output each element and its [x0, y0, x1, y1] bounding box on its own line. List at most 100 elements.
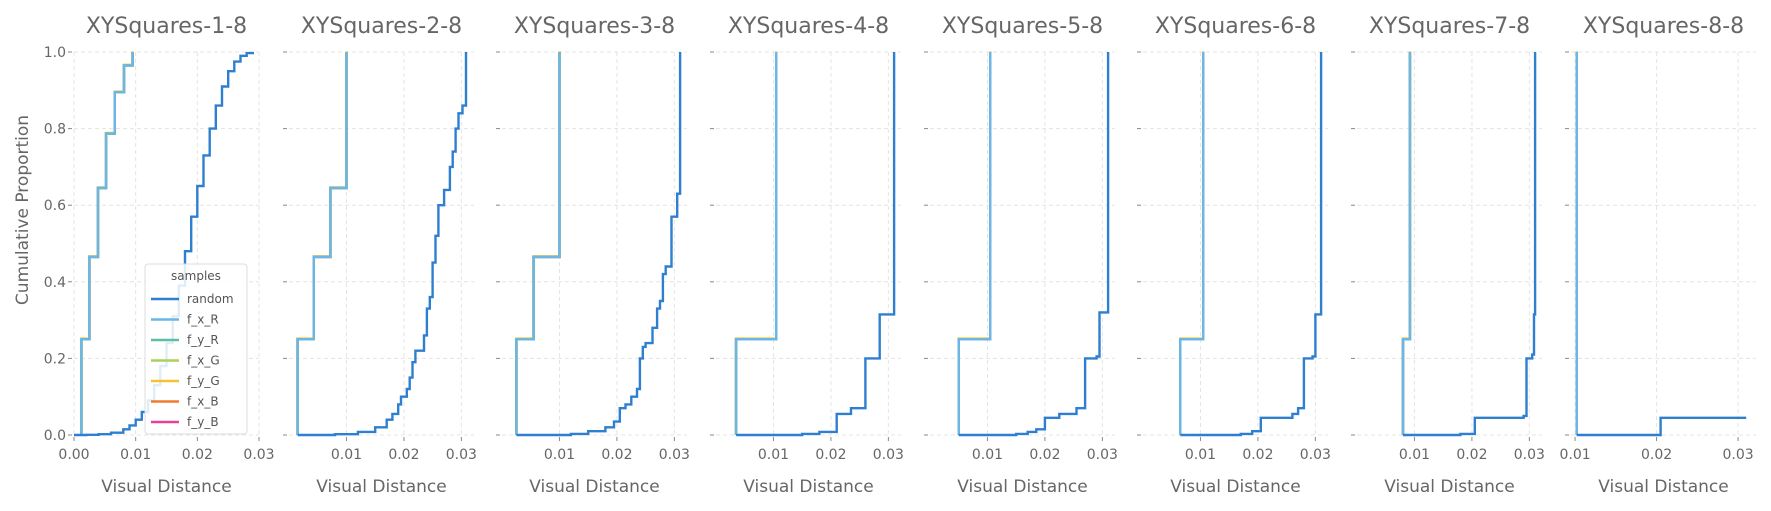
panel-5: 0.01 0.02 0.03 XYSquares-5-8 Visual Distance [924, 14, 1118, 497]
legend-label-f-x-G: f_x_G [187, 354, 220, 368]
y-tick-label: 1.0 [44, 45, 66, 61]
panel-title: XYSquares-4-8 [728, 14, 889, 39]
x-tick-label: 0.03 [873, 447, 904, 463]
x-tick-label: 0.00 [58, 447, 89, 463]
x-tick-label: 0.02 [1641, 447, 1672, 463]
series-f-y-R-line [80, 52, 134, 435]
panel-7: 0.01 0.02 0.03 XYSquares-7-8 Visual Distance [1351, 14, 1545, 497]
series-f-x-B-line [80, 52, 134, 435]
legend: samples random f_x_R f_y_R f_x_G f_y_G f_x_B f_… [144, 263, 248, 435]
series-f-y-B-line [1179, 52, 1205, 435]
series-f-x-G-line [957, 52, 992, 435]
panel-title: XYSquares-7-8 [1369, 14, 1530, 39]
y-tick-label: 0.8 [44, 122, 66, 138]
panel-title: XYSquares-6-8 [1155, 14, 1316, 39]
series-f-y-R-line [734, 52, 778, 435]
series-f-y-B-line [296, 52, 348, 435]
panel-8: 0.01 0.02 0.03 XYSquares-8-8 Visual Distance [1559, 14, 1756, 497]
series-random-line [516, 52, 682, 437]
series-f-y-B-line [515, 52, 561, 435]
panel-title: XYSquares-5-8 [942, 14, 1103, 39]
x-axis-label: Visual Distance [101, 477, 232, 497]
x-tick-label: 0.02 [815, 447, 846, 463]
panels-group: 0.0 0.2 0.4 0.6 0.8 1.0 0.00 0.01 0.02 0.03 XYSqua… [44, 14, 1756, 497]
x-tick-label: 0.03 [1722, 447, 1753, 463]
x-axis-label: Visual Distance [1170, 477, 1301, 497]
x-axis-label: Visual Distance [1384, 477, 1515, 497]
x-axis-label: Visual Distance [316, 477, 447, 497]
series-f-x-R-line [734, 52, 778, 435]
series-f-x-B-line [296, 52, 348, 435]
x-tick-label: 0.02 [182, 447, 213, 463]
series-f-y-B-line [80, 52, 134, 435]
series-f-x-G-line [296, 52, 348, 435]
panel-title: XYSquares-1-8 [86, 14, 247, 39]
series-f-y-G-line [80, 51, 134, 435]
series-f-x-R-line [515, 52, 561, 435]
x-tick-label: 0.02 [1242, 447, 1273, 463]
series-f-x-G-line [734, 52, 778, 435]
y-tick-label: 0.4 [44, 275, 66, 291]
x-tick-label: 0.01 [1559, 447, 1590, 463]
series-random-line [1180, 52, 1323, 437]
series-f-x-G-line [80, 52, 134, 435]
legend-label-f-y-B: f_y_B [187, 415, 219, 429]
legend-label-f-x-R: f_x_R [187, 313, 219, 327]
panel-title: XYSquares-8-8 [1583, 14, 1744, 39]
series-f-x-B-line [957, 52, 992, 435]
x-axis-label: Visual Distance [957, 477, 1088, 497]
x-tick-label: 0.01 [331, 447, 362, 463]
panel-1: 0.0 0.2 0.4 0.6 0.8 1.0 0.00 0.01 0.02 0.03 XYSqua… [44, 14, 275, 497]
series-random-line [297, 52, 468, 437]
series-f-y-B-line [957, 52, 992, 435]
legend-title: samples [171, 269, 221, 283]
series-f-y-R-line [1179, 52, 1205, 435]
x-tick-label: 0.01 [758, 447, 789, 463]
x-tick-label: 0.01 [120, 447, 151, 463]
panel-4: 0.01 0.02 0.03 XYSquares-4-8 Visual Distance [710, 14, 904, 497]
x-tick-label: 0.03 [1300, 447, 1331, 463]
x-tick-label: 0.03 [1514, 447, 1545, 463]
x-tick-label: 0.03 [659, 447, 690, 463]
y-tick-label: 0.2 [44, 351, 66, 367]
y-tick-label: 0.0 [44, 428, 66, 444]
x-axis-label: Visual Distance [1598, 477, 1729, 497]
series-f-y-G-line [296, 51, 348, 435]
legend-box [144, 263, 248, 435]
y-tick-label: 0.6 [44, 198, 66, 214]
series-f-x-R-line [296, 52, 348, 435]
legend-label-random: random [187, 292, 234, 306]
series-f-x-B-line [1179, 52, 1205, 435]
series-f-x-B-line [734, 52, 778, 435]
series-f-y-B-line [734, 52, 778, 435]
x-tick-label: 0.01 [1185, 447, 1216, 463]
panel-2: 0.01 0.02 0.03 XYSquares-2-8 Visual Distance [283, 14, 477, 497]
panel-title: XYSquares-2-8 [301, 14, 462, 39]
series-f-y-G-line [515, 51, 561, 435]
series-f-x-R-line [1179, 52, 1205, 435]
series-f-y-R-line [515, 52, 561, 435]
x-tick-label: 0.02 [1029, 447, 1060, 463]
series-f-x-R-line [1401, 52, 1412, 435]
series-f-y-G-line [734, 51, 778, 435]
legend-label-f-x-B: f_x_B [187, 395, 219, 409]
series-f-x-R-line [80, 52, 134, 435]
legend-label-f-y-G: f_y_G [187, 374, 220, 388]
x-tick-label: 0.03 [446, 447, 477, 463]
x-tick-label: 0.03 [243, 447, 274, 463]
panel-6: 0.01 0.02 0.03 XYSquares-6-8 Visual Distance [1137, 14, 1331, 497]
x-axis-label: Visual Distance [743, 477, 874, 497]
series-random-line [1576, 416, 1747, 437]
series-random-line [1403, 52, 1537, 437]
panel-title: XYSquares-3-8 [514, 14, 675, 39]
series-f-y-G-line [957, 51, 992, 435]
x-tick-label: 0.02 [1456, 447, 1487, 463]
legend-label-f-y-R: f_y_R [187, 333, 219, 347]
series-f-x-G-line [515, 52, 561, 435]
x-tick-label: 0.03 [1087, 447, 1118, 463]
series-random-line [958, 52, 1110, 437]
series-f-x-R-line [957, 52, 992, 435]
x-tick-label: 0.01 [544, 447, 575, 463]
x-axis-label: Visual Distance [529, 477, 660, 497]
